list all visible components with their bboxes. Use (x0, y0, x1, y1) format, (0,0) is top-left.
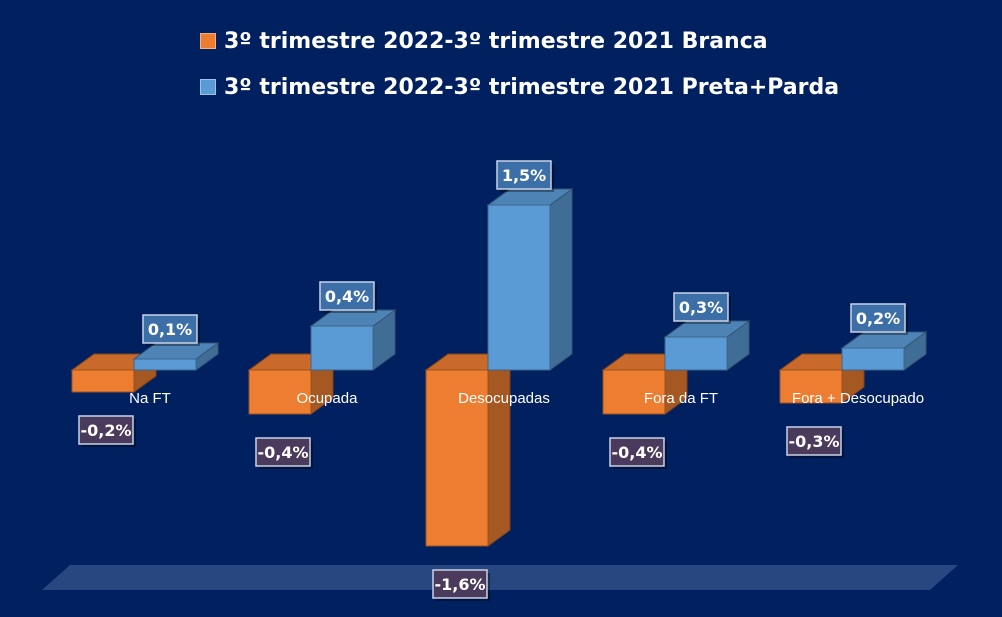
data-label-box (78, 415, 134, 445)
legend: 3º trimestre 2022-3º trimestre 2021 Bran… (200, 18, 839, 110)
legend-item-branca: 3º trimestre 2022-3º trimestre 2021 Bran… (200, 18, 839, 64)
category-labels: Na FT Ocupada Desocupadas Fora da FT Fora + … (129, 390, 924, 407)
data-label-box (432, 569, 488, 599)
data-label-text: -0,2% (80, 421, 131, 440)
data-label-preta-parda-0: 0,1% (142, 314, 200, 346)
bar-preta-parda-0 (132, 342, 220, 371)
category-label: Fora + Desocupado (792, 390, 924, 407)
data-label-text: 0,3% (679, 298, 723, 317)
data-label-box (142, 314, 198, 344)
category-label: Na FT (129, 390, 171, 407)
bars-group (70, 188, 928, 547)
bar-preta-parda-3 (663, 320, 751, 371)
legend-item-preta-parda: 3º trimestre 2022-3º trimestre 2021 Pret… (200, 64, 839, 110)
data-labels: -0,2% -0,4% -1,6% -0,4% -0,3% 0,1% 0,4% 1,5% 0,3… (78, 160, 908, 601)
category-label: Fora da FT (644, 390, 718, 407)
bar-front-face (602, 369, 666, 415)
bar-front-face (664, 336, 728, 371)
data-label-text: -0,3% (788, 432, 839, 451)
data-label-box (609, 437, 665, 467)
data-label-box (496, 160, 552, 190)
bar-front-face (248, 369, 312, 415)
legend-label-preta-parda: 3º trimestre 2022-3º trimestre 2021 Pret… (224, 74, 840, 100)
data-label-branca-3: -0,4% (609, 437, 667, 469)
data-label-text: -0,4% (611, 443, 662, 462)
data-label-text: -0,4% (257, 443, 308, 462)
data-label-box (786, 426, 842, 456)
data-label-branca-2: -1,6% (432, 569, 490, 601)
data-label-text: 0,2% (856, 309, 900, 328)
legend-swatch-branca (200, 33, 216, 49)
chart-floor (42, 565, 958, 590)
category-label: Ocupada (297, 390, 359, 407)
category-label: Desocupadas (458, 390, 550, 407)
data-label-text: 0,1% (148, 320, 192, 339)
bar-preta-parda-1 (309, 309, 397, 371)
data-label-box (255, 437, 311, 467)
data-label-preta-parda-3: 0,3% (673, 292, 731, 324)
bar-front-face (310, 325, 374, 371)
data-label-box (319, 281, 375, 311)
bar-branca-2 (424, 353, 512, 547)
data-label-preta-parda-2: 1,5% (496, 160, 554, 192)
data-label-branca-4: -0,3% (786, 426, 844, 458)
data-label-branca-1: -0,4% (255, 437, 313, 469)
data-label-preta-parda-1: 0,4% (319, 281, 377, 313)
bar-front-face (425, 369, 489, 547)
data-label-text: 0,4% (325, 287, 369, 306)
bar-front-face (71, 369, 135, 393)
data-label-text: -1,6% (434, 575, 485, 594)
data-label-box (850, 303, 906, 333)
bar-front-face (487, 204, 551, 371)
data-label-preta-parda-4: 0,2% (850, 303, 908, 335)
legend-label-branca: 3º trimestre 2022-3º trimestre 2021 Bran… (224, 28, 768, 54)
bar-side-face (549, 188, 573, 371)
data-label-branca-0: -0,2% (78, 415, 136, 447)
bar-front-face (841, 347, 905, 371)
bar-preta-parda-4 (840, 331, 928, 371)
bar-side-face (487, 353, 511, 547)
bar-front-face (779, 369, 843, 404)
bar-preta-parda-2 (486, 188, 574, 371)
bar-front-face (133, 358, 197, 371)
data-label-text: 1,5% (502, 166, 546, 185)
legend-swatch-preta-parda (200, 79, 216, 95)
data-label-box (673, 292, 729, 322)
